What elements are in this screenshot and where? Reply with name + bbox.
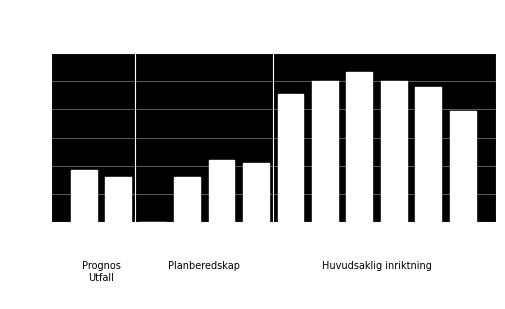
Bar [346, 72, 372, 222]
Bar [174, 177, 199, 222]
Text: Prognos
Utfall: Prognos Utfall [81, 261, 120, 283]
Bar [380, 81, 406, 222]
Bar [277, 94, 303, 222]
Text: Planberedskap: Planberedskap [168, 261, 240, 271]
Text: Huvudsaklig inriktning: Huvudsaklig inriktning [321, 261, 431, 271]
Bar [312, 81, 337, 222]
Bar [71, 170, 96, 222]
Bar [105, 177, 131, 222]
Bar [242, 163, 268, 222]
Bar [415, 87, 440, 222]
Bar [208, 160, 234, 222]
Bar [449, 111, 475, 222]
